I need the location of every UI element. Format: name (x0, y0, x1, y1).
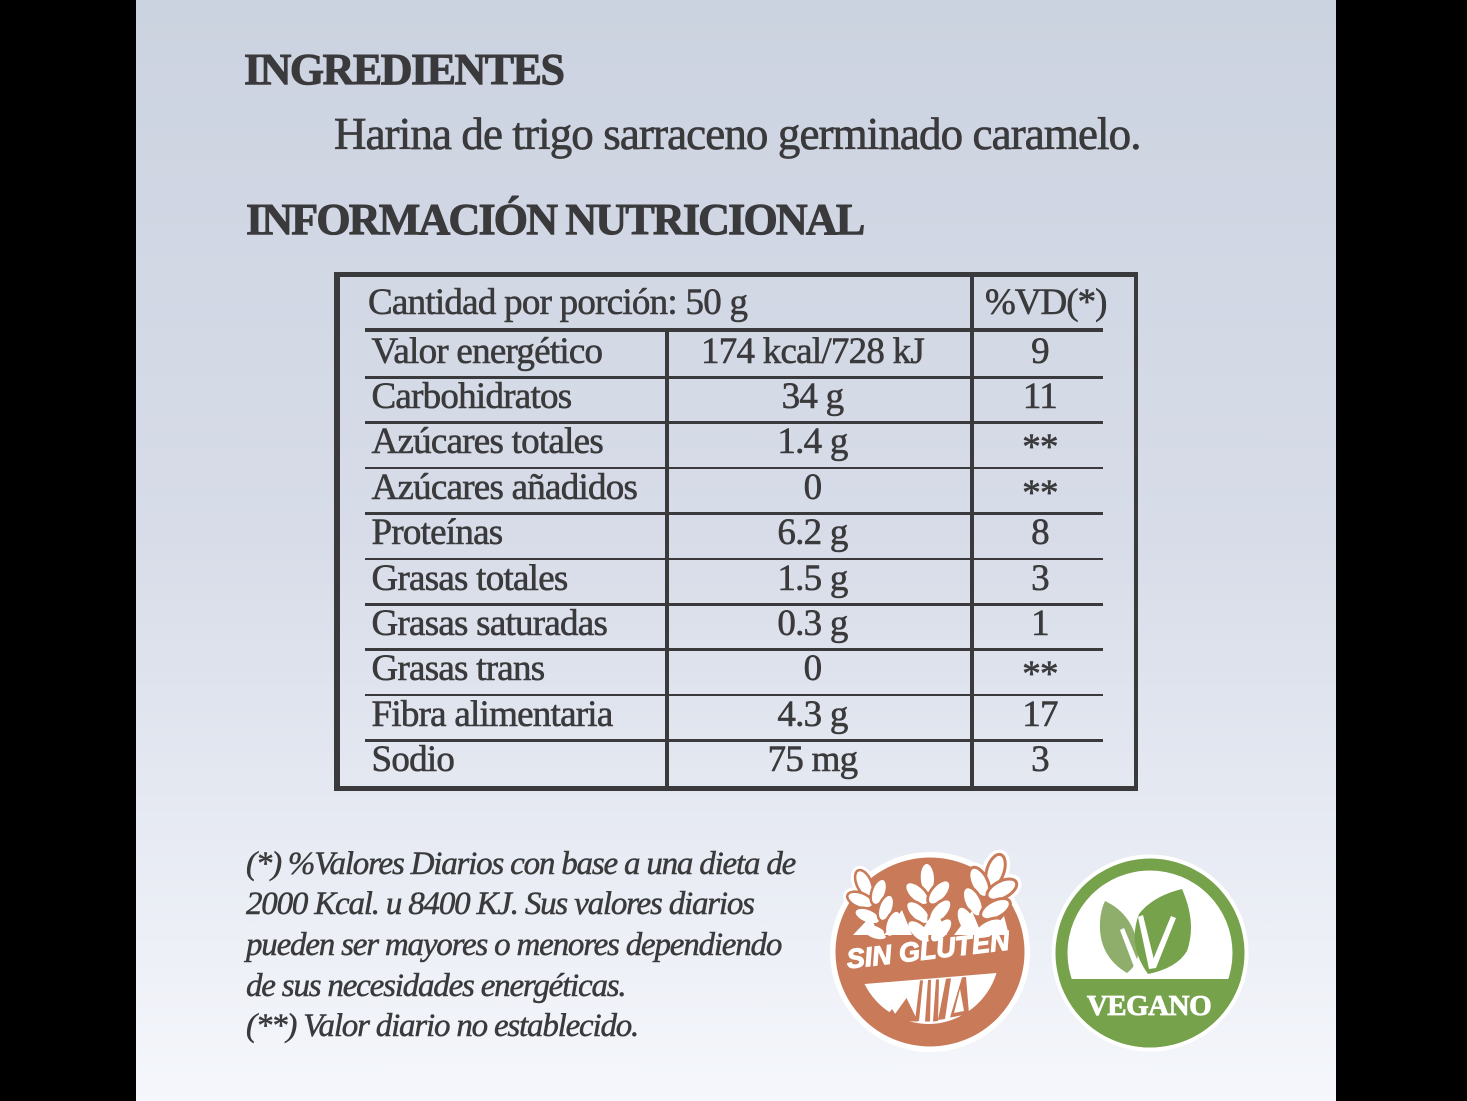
svg-text:VEGANO: VEGANO (1087, 990, 1211, 1022)
